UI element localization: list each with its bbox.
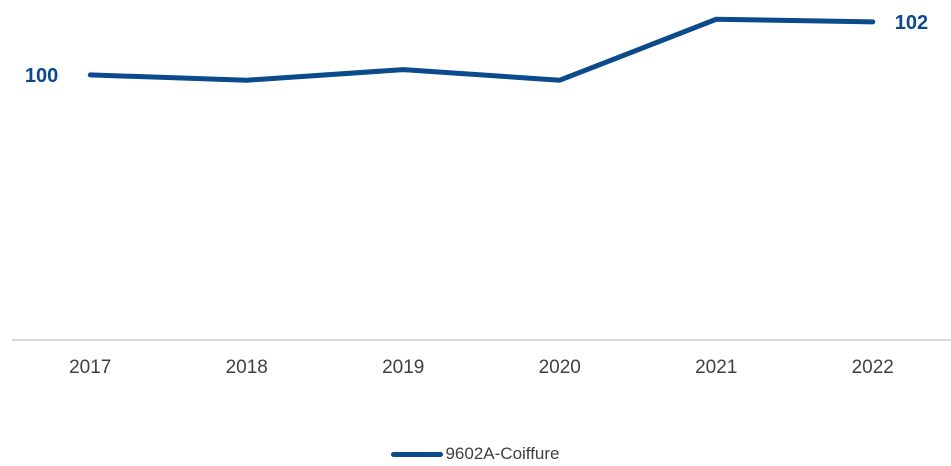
x-tick-label: 2017 bbox=[69, 357, 111, 378]
x-tick-label: 2021 bbox=[695, 357, 737, 378]
x-tick-label: 2019 bbox=[382, 357, 424, 378]
x-tick-label: 2020 bbox=[539, 357, 581, 378]
data-label: 100 bbox=[25, 65, 58, 87]
data-label: 102 bbox=[895, 12, 928, 34]
line-chart: 2017 2018 2019 2020 2021 2022 100 102 bbox=[12, 12, 951, 378]
x-tick-label: 2022 bbox=[852, 357, 894, 378]
x-tick-label: 2018 bbox=[226, 357, 268, 378]
legend: 9602A-Coiffure bbox=[0, 444, 951, 464]
legend-item: 9602A-Coiffure bbox=[391, 444, 560, 464]
legend-swatch bbox=[391, 451, 444, 457]
series-line bbox=[87, 16, 876, 83]
legend-label: 9602A-Coiffure bbox=[445, 444, 560, 463]
